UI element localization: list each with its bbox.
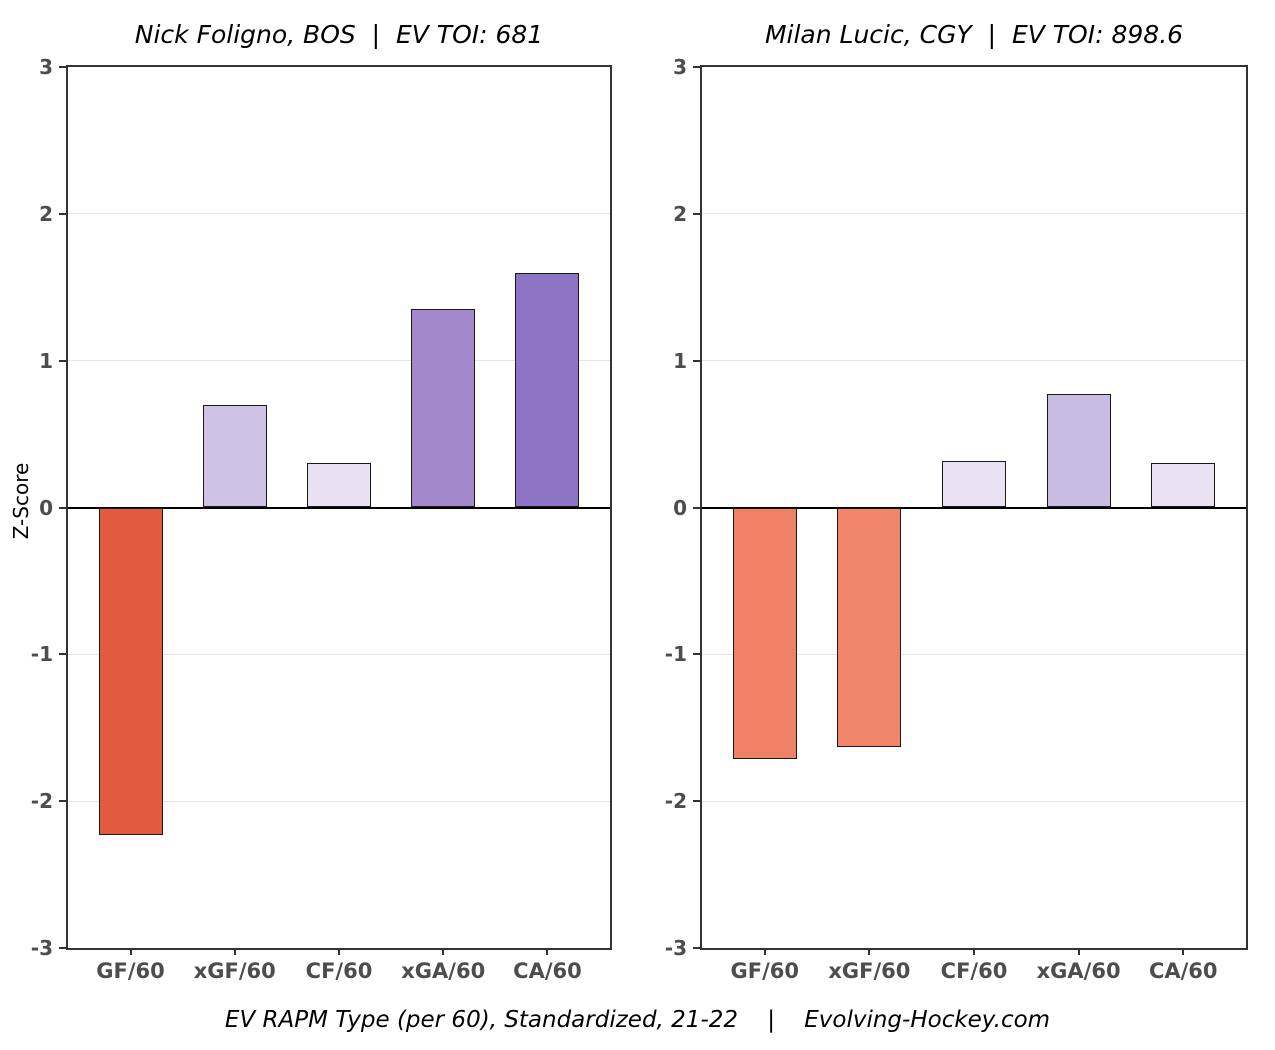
- bar-gf-60: [98, 507, 163, 835]
- y-tick-label: 3: [39, 55, 53, 79]
- figure-caption: EV RAPM Type (per 60), Standardized, 21-…: [224, 1007, 1051, 1033]
- y-tick-mark: [59, 359, 66, 362]
- y-tick-label: -1: [664, 642, 687, 667]
- grid-line: [702, 653, 1246, 655]
- bar-xga-60: [411, 309, 476, 508]
- y-tick-mark: [59, 506, 66, 509]
- bar-cf-60: [307, 463, 371, 508]
- bar-cf-60: [942, 460, 1006, 508]
- grid-line: [68, 800, 610, 802]
- y-tick-label: 0: [39, 495, 53, 520]
- y-tick-label: 2: [673, 201, 687, 226]
- y-axis-label: Z-Score: [9, 462, 33, 540]
- grid-line: [68, 213, 610, 215]
- y-tick-mark: [693, 506, 700, 509]
- y-tick-label: -1: [30, 642, 53, 667]
- bar-gf-60: [732, 507, 797, 759]
- y-tick-label: -2: [30, 789, 53, 814]
- y-tick-mark: [693, 653, 700, 656]
- x-tick-mark: [868, 948, 871, 955]
- y-tick-mark: [693, 359, 700, 362]
- x-tick-mark: [1182, 948, 1185, 955]
- y-tick-label: 1: [39, 348, 53, 373]
- y-tick-mark: [59, 800, 66, 803]
- y-tick-label: -3: [664, 936, 687, 960]
- y-tick-mark: [59, 947, 66, 949]
- x-tick-label: xGF/60: [828, 959, 911, 983]
- chart-panel-right: 3 2 1 0 -1 -2 -3 GF/60 xGF/60 CF/60 xGA/60 CA/60: [665, 57, 1248, 983]
- grid-line: [68, 653, 610, 655]
- bar-xgf-60: [837, 507, 902, 747]
- x-tick-label: CF/60: [940, 959, 1008, 983]
- zero-line: [702, 506, 1246, 509]
- chart-panel-left: 3 2 1 0 -1 -2 -3 GF/60 xGF/60 CF/60 xGA/60 CA/60: [31, 57, 612, 983]
- y-tick-mark: [59, 212, 66, 215]
- x-tick-label: xGA/60: [1036, 959, 1121, 983]
- y-tick-label: -3: [30, 936, 53, 960]
- y-tick-mark: [693, 212, 700, 215]
- x-tick-label: GF/60: [96, 959, 165, 983]
- x-tick-mark: [1077, 948, 1080, 955]
- x-tick-mark: [129, 948, 132, 955]
- x-tick-mark: [338, 948, 340, 955]
- y-tick-label: 2: [39, 201, 53, 226]
- x-tick-label: xGF/60: [193, 959, 276, 983]
- y-tick-label: 1: [673, 348, 687, 373]
- y-tick-label: 3: [673, 55, 687, 79]
- x-tick-label: GF/60: [730, 959, 800, 983]
- chart-title-right-player: Milan Lucic, CGY | EV TOI: 898.6: [764, 20, 1184, 49]
- zero-line: [68, 506, 610, 509]
- x-tick-mark: [442, 948, 445, 955]
- x-tick-label: xGA/60: [401, 959, 486, 983]
- chart-title-left-player: Nick Foligno, BOS | EV TOI: 681: [134, 20, 544, 49]
- y-tick-label: -2: [664, 789, 687, 814]
- grid-line: [702, 213, 1246, 215]
- y-tick-mark: [693, 800, 700, 803]
- x-tick-mark: [546, 948, 549, 955]
- x-tick-mark: [233, 948, 236, 955]
- y-tick-mark: [59, 66, 66, 68]
- y-tick-mark: [59, 653, 66, 656]
- bar-ca-60: [515, 272, 580, 508]
- y-tick-label: 0: [673, 495, 687, 520]
- x-tick-label: CA/60: [1148, 959, 1218, 983]
- grid-line: [702, 360, 1246, 362]
- bar-xga-60: [1046, 394, 1111, 508]
- x-tick-label: CF/60: [305, 959, 373, 983]
- x-tick-mark: [763, 948, 766, 955]
- x-tick-mark: [973, 948, 975, 955]
- grid-line: [68, 360, 610, 362]
- grid-line: [702, 800, 1246, 802]
- y-tick-mark: [693, 947, 700, 949]
- bar-xgf-60: [202, 404, 267, 508]
- y-tick-mark: [693, 66, 700, 68]
- bar-ca-60: [1151, 463, 1216, 508]
- x-tick-label: CA/60: [513, 959, 582, 983]
